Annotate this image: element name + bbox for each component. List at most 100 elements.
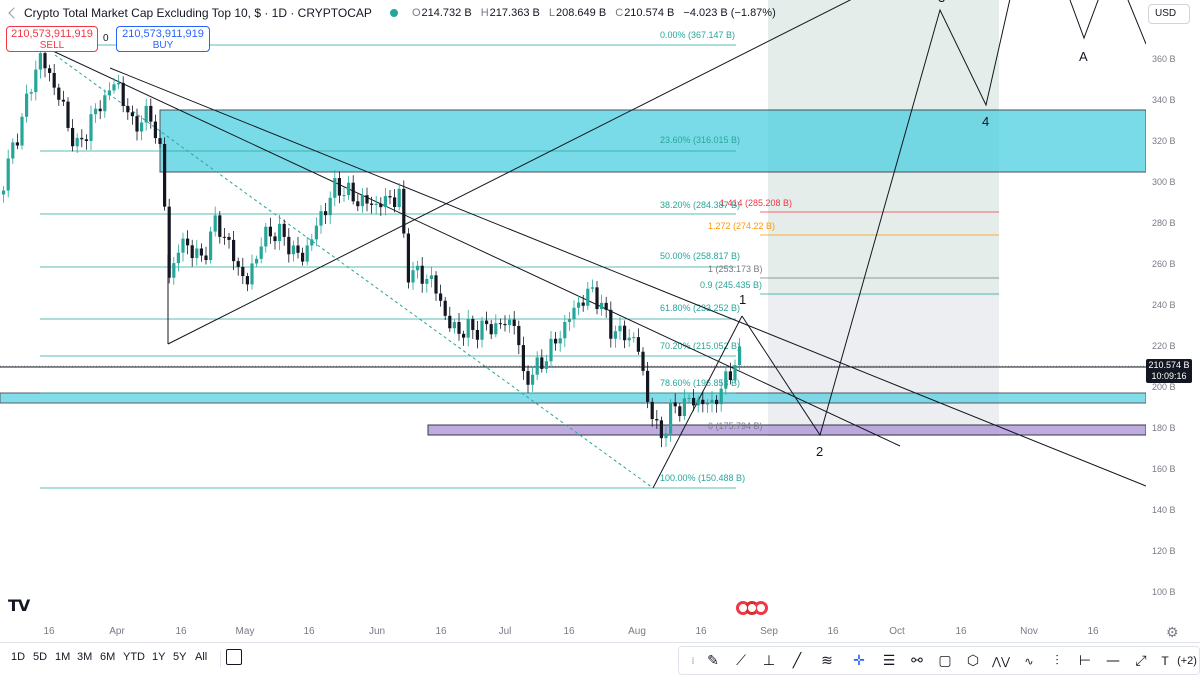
last-price-value: 210.574 B bbox=[1148, 360, 1190, 370]
sell-button[interactable]: 210,573,911,919 SELL bbox=[6, 26, 98, 52]
candle-body bbox=[457, 322, 461, 334]
currency-label: USD bbox=[1155, 8, 1177, 19]
timeframe-all[interactable]: All bbox=[195, 651, 208, 663]
buy-button[interactable]: 210,573,911,919 BUY bbox=[116, 26, 210, 52]
candle-body bbox=[333, 178, 337, 198]
trend-line-tool-icon[interactable]: ⟋ bbox=[736, 653, 746, 669]
supply-zone[interactable] bbox=[159, 109, 1146, 173]
tradingview-logo[interactable]: TV bbox=[8, 596, 30, 615]
crosshair-tool-icon[interactable]: ✛ bbox=[853, 653, 865, 669]
time-tick: 16 bbox=[1087, 626, 1099, 637]
candle-body bbox=[627, 337, 631, 341]
candle-body bbox=[356, 201, 360, 207]
candle-body bbox=[687, 397, 691, 399]
symbol-title[interactable]: Crypto Total Market Cap Excluding Top 10… bbox=[24, 6, 372, 20]
time-tick: Oct bbox=[889, 626, 905, 637]
candle-body bbox=[526, 371, 530, 385]
candle-body bbox=[310, 239, 314, 246]
candle-body bbox=[360, 195, 364, 207]
timeframe-1y[interactable]: 1Y bbox=[152, 651, 166, 663]
abcd-pattern-icon[interactable]: ⋀⋁ bbox=[991, 654, 1011, 668]
candle-body bbox=[199, 248, 203, 256]
text-tool-icon[interactable]: T bbox=[1161, 654, 1169, 668]
brush-tool-icon[interactable]: ✎ bbox=[707, 653, 719, 669]
candle-body bbox=[61, 99, 65, 102]
candle-body bbox=[94, 108, 98, 115]
date-range-icon[interactable] bbox=[226, 649, 242, 665]
candle-body bbox=[517, 325, 521, 346]
candle-body bbox=[268, 226, 272, 237]
candle-body bbox=[682, 398, 686, 417]
time-tick: Nov bbox=[1020, 626, 1038, 637]
cycle-lines-icon[interactable]: ⫶ bbox=[1055, 653, 1059, 669]
candle-body bbox=[218, 215, 222, 237]
candle-body bbox=[540, 357, 544, 369]
candle-body bbox=[434, 275, 438, 294]
fib-retracement-tool-icon[interactable]: ☰ bbox=[882, 653, 896, 669]
candle-body bbox=[121, 82, 125, 106]
date-price-range-icon[interactable]: ⊢ bbox=[1078, 653, 1092, 669]
candle-body bbox=[296, 245, 300, 253]
candle-body bbox=[448, 315, 452, 329]
parallel-channel-icon[interactable]: ≋ bbox=[821, 653, 833, 669]
timeframe-5d[interactable]: 5D bbox=[33, 651, 48, 663]
demand-zone[interactable] bbox=[0, 392, 1146, 404]
candle-body bbox=[581, 302, 585, 306]
price-tick: 200 B bbox=[1152, 382, 1176, 392]
price-tick: 120 B bbox=[1152, 546, 1176, 556]
candle-body bbox=[609, 309, 613, 339]
purple-zone[interactable] bbox=[427, 424, 1146, 436]
economic-events-icon[interactable] bbox=[734, 600, 770, 616]
candle-body bbox=[126, 105, 130, 113]
candle-body bbox=[163, 143, 167, 207]
rectangle-tool-icon[interactable]: ▢ bbox=[938, 653, 952, 669]
timezone-label[interactable]: (+2) bbox=[1177, 655, 1197, 667]
candle-body bbox=[388, 196, 392, 198]
candle-body bbox=[577, 302, 581, 308]
collapse-chevron-icon[interactable] bbox=[8, 7, 20, 19]
candle-body bbox=[586, 288, 590, 306]
candle-body bbox=[6, 158, 10, 191]
fib-label-786: 78.60% (196.853 B) bbox=[660, 378, 740, 388]
candle-body bbox=[623, 325, 627, 341]
candle-body bbox=[503, 323, 507, 326]
candle-body bbox=[337, 178, 341, 196]
candle-body bbox=[25, 93, 29, 117]
ohlc-readout: O214.732 B H217.363 B L208.649 B C210.57… bbox=[412, 7, 776, 19]
drag-handle-icon[interactable]: ⁞ bbox=[691, 655, 695, 667]
vertical-line-tool-icon[interactable]: ⊥ bbox=[762, 653, 776, 669]
path-tool-icon[interactable]: ⤢ bbox=[1135, 653, 1147, 669]
candle-body bbox=[636, 337, 640, 352]
settings-gear-icon[interactable]: ⚙ bbox=[1166, 624, 1179, 640]
timeframe-3m[interactable]: 3M bbox=[77, 651, 93, 663]
candles[interactable] bbox=[2, 44, 742, 448]
candle-body bbox=[466, 319, 470, 338]
candle-body bbox=[48, 68, 52, 73]
timeframe-1d[interactable]: 1D bbox=[11, 651, 26, 663]
candle-body bbox=[705, 403, 709, 405]
drawing-toolbar: ⁞ ✎ ⟋ ⊥ ╱ ≋ ✛ ☰ ⚯ ▢ ⬡ ⋀⋁ ∿ ⫶ ⊢ — ⤢ T (+2… bbox=[678, 646, 1200, 675]
currency-selector[interactable]: USD bbox=[1148, 4, 1190, 24]
elliott-wave-icon[interactable]: ∿ bbox=[1024, 654, 1034, 668]
candle-body bbox=[236, 261, 240, 267]
timeframe-5y[interactable]: 5Y bbox=[173, 651, 187, 663]
price-axis[interactable]: 360 B 340 B 320 B 300 B 280 B 260 B 240 … bbox=[1146, 0, 1200, 620]
close-label: C bbox=[615, 7, 624, 19]
ray-tool-icon[interactable]: ╱ bbox=[792, 653, 802, 669]
projected-wave-path[interactable] bbox=[741, 0, 1012, 437]
timeframe-ytd[interactable]: YTD bbox=[123, 651, 145, 663]
candle-body bbox=[351, 182, 355, 202]
candle-body bbox=[176, 252, 180, 264]
timeframe-6m[interactable]: 6M bbox=[100, 651, 116, 663]
chart-canvas[interactable]: 0.00% (367.147 B) 23.60% (316.015 B) 38.… bbox=[0, 0, 1146, 620]
pattern-tool-icon[interactable]: ⚯ bbox=[911, 653, 923, 669]
timeframe-1m[interactable]: 1M bbox=[55, 651, 71, 663]
candle-body bbox=[273, 236, 277, 242]
candle-body bbox=[554, 338, 558, 344]
price-tick: 100 B bbox=[1152, 587, 1176, 597]
horizontal-line-tool-icon[interactable]: — bbox=[1106, 653, 1120, 669]
ellipse-tool-icon[interactable]: ⬡ bbox=[966, 653, 980, 669]
candle-body bbox=[80, 137, 84, 140]
candle-body bbox=[701, 399, 705, 405]
wave-label-4: 4 bbox=[982, 114, 989, 129]
